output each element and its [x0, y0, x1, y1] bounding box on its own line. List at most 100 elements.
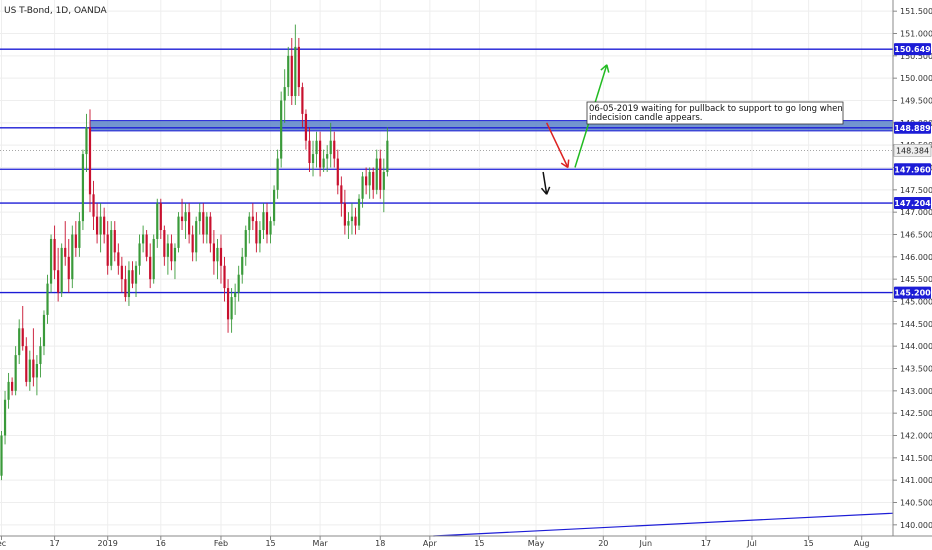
candle-up — [272, 189, 276, 222]
candle-down — [188, 212, 191, 235]
level-price-badge-label: 147.204 — [894, 199, 931, 208]
candle-down — [209, 216, 212, 244]
axis-background — [893, 0, 932, 550]
candle-up — [35, 364, 38, 378]
level-price-badge — [894, 163, 931, 176]
candle-down — [170, 243, 173, 262]
arrow-head — [606, 64, 610, 73]
candle-down — [74, 234, 77, 248]
x-tick-label: 20 — [598, 539, 608, 548]
candle-up — [166, 243, 169, 257]
candle-up — [134, 265, 138, 284]
candle-up — [237, 274, 240, 293]
candle-down — [92, 194, 95, 217]
y-tick-label: 149.500 — [900, 97, 932, 106]
candle-down — [88, 127, 92, 195]
candle-up — [198, 212, 201, 222]
y-tick-label: 142.000 — [900, 432, 932, 441]
y-tick-label: 143.500 — [900, 365, 932, 374]
candle-up — [283, 87, 286, 101]
candle-up — [39, 346, 42, 365]
candle-up — [262, 212, 265, 231]
y-tick-label: 145.500 — [900, 275, 932, 284]
y-tick-label: 151.500 — [900, 7, 932, 16]
candle-up — [60, 247, 63, 293]
candle-down — [333, 140, 336, 159]
candle-down — [117, 252, 120, 266]
y-tick-label: 140.000 — [900, 521, 932, 530]
y-tick-label: 144.500 — [900, 320, 932, 329]
candle-down — [113, 230, 116, 253]
y-axis[interactable]: 140.000 140.500 141.000 141.500 142.000 142.5… — [893, 7, 932, 530]
x-tick-label: 15 — [265, 539, 275, 548]
candle-up — [195, 221, 198, 253]
candle-down — [297, 46, 300, 88]
candle-up — [42, 314, 46, 347]
annotation-line-2: indecision candle appears. — [589, 113, 703, 123]
candle-up — [216, 247, 219, 262]
candle-up — [258, 230, 262, 244]
x-axis[interactable]: ec 17 2019 16 Feb 15 Mar 18 Apr 15 May 20 Jun 17 Jul 15… — [0, 536, 870, 548]
candle-down — [304, 113, 308, 141]
candle-down — [53, 238, 56, 271]
candle-down — [226, 288, 230, 320]
candle-up — [49, 238, 53, 284]
arrow-shaft — [545, 122, 569, 168]
candle-down — [301, 87, 304, 114]
candle-up — [156, 203, 159, 239]
level-price-badge-label: 145.200 — [894, 289, 931, 298]
candles — [0, 24, 389, 481]
level-price-badge-label: 150.649 — [894, 45, 931, 54]
x-tick-label: May — [528, 539, 545, 548]
candle-down — [290, 55, 293, 97]
horizontal-levels — [0, 48, 893, 294]
y-tick-label: 147.500 — [900, 186, 932, 195]
annotation-box[interactable]: 06-05-2019 waiting for pullback to suppo… — [586, 101, 844, 125]
candle-down — [131, 270, 134, 284]
candle-up — [357, 198, 361, 226]
candle-down — [21, 328, 24, 347]
x-tick-label: Aug — [854, 539, 870, 548]
candle-down — [365, 176, 368, 186]
candle-up — [110, 230, 113, 266]
candle-down — [32, 359, 35, 378]
arrow-head — [600, 64, 608, 71]
annotation-line-1: 06-05-2019 waiting for pullback to suppo… — [589, 104, 843, 114]
x-tick-label: Jul — [746, 539, 757, 548]
arrow-head — [545, 186, 551, 195]
arrow-head — [560, 162, 569, 169]
candle-up — [248, 216, 251, 231]
candle-down — [67, 256, 70, 280]
candle-up — [234, 292, 237, 298]
candle-down — [149, 256, 152, 280]
candle-up — [315, 140, 318, 155]
candle-up — [18, 328, 21, 356]
candle-up — [361, 176, 364, 199]
candle-down — [103, 216, 106, 235]
candle-down — [223, 265, 226, 289]
grid-lines — [0, 0, 893, 536]
candle-down — [25, 346, 28, 382]
candle-down — [319, 140, 322, 168]
candle-up — [375, 158, 378, 190]
candle-down — [11, 381, 14, 391]
candle-up — [177, 216, 180, 248]
y-tick-label: 150.000 — [900, 74, 932, 83]
candle-up — [173, 247, 177, 262]
annotation-box-frame — [586, 101, 844, 125]
candle-up — [244, 230, 247, 257]
candle-up — [280, 100, 283, 159]
y-tick-label: 141.500 — [900, 454, 932, 463]
candle-down — [212, 243, 215, 262]
y-tick-label: 143.000 — [900, 387, 932, 396]
trendline-line — [433, 510, 930, 537]
level-price-badge — [894, 197, 931, 210]
x-tick-label: 2019 — [98, 539, 118, 548]
candle-down — [163, 230, 166, 257]
candle-down — [343, 203, 346, 226]
candle-up — [142, 234, 145, 244]
candle-up — [347, 221, 350, 226]
y-tick-label: 140.500 — [900, 499, 932, 508]
